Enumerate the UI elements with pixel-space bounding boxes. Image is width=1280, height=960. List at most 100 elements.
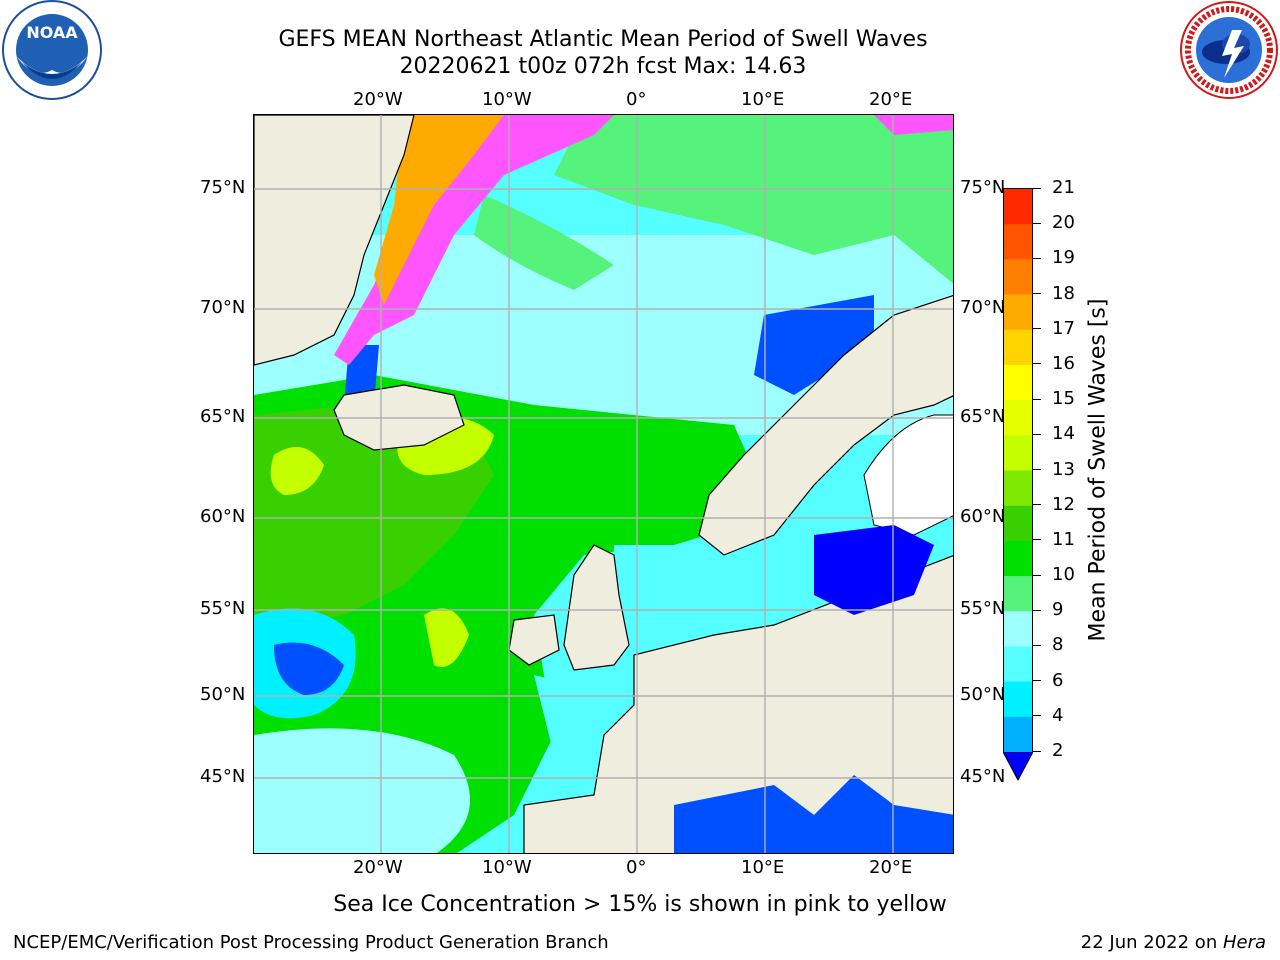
lat-label-left-55n: 55°N <box>200 598 246 619</box>
lon-label-top-10w: 10°W <box>482 89 532 110</box>
colorbar-band <box>1004 400 1032 436</box>
colorbar-tick-label: 4 <box>1052 704 1064 726</box>
swell-zone-southwest <box>254 728 470 853</box>
lon-label-bottom-10e: 10°E <box>741 857 785 878</box>
colorbar-band <box>1004 294 1032 331</box>
lon-label-bottom-20w: 20°W <box>353 857 403 878</box>
colorbar-tick-label: 6 <box>1052 669 1064 691</box>
colorbar-tick-label: 20 <box>1052 212 1075 234</box>
swell-zone-norwegian-sea <box>554 115 953 284</box>
map-canvas <box>254 115 953 853</box>
lon-label-bottom-20e: 20°E <box>869 857 913 878</box>
lat-label-left-50n: 50°N <box>200 684 246 705</box>
colorbar-tick-mark <box>1033 222 1041 224</box>
colorbar-band <box>1004 505 1032 542</box>
sea-ice-orange <box>374 115 504 305</box>
colorbar-tick-label: 11 <box>1052 528 1075 550</box>
land-greenland <box>254 115 415 366</box>
colorbar-under-arrow <box>1003 752 1033 782</box>
lat-label-left-75n: 75°N <box>200 177 246 198</box>
chart-title: GEFS MEAN Northeast Atlantic Mean Period… <box>278 27 928 52</box>
colorbar-tick-mark <box>1033 293 1041 295</box>
colorbar-tick-mark <box>1033 433 1041 435</box>
lat-label-right-50n: 50°N <box>960 684 1006 705</box>
footer-credit: NCEP/EMC/Verification Post Processing Pr… <box>13 932 609 953</box>
colorbar-band <box>1004 189 1032 225</box>
colorbar-band <box>1004 540 1032 577</box>
sea-ice-pink <box>334 115 614 365</box>
lon-label-top-10e: 10°E <box>741 89 785 110</box>
colorbar <box>1003 188 1033 753</box>
footer-date: 22 Jun 2022 on Hera <box>1081 933 1266 953</box>
colorbar-tick-mark <box>1033 328 1041 330</box>
colorbar-tick-mark <box>1033 363 1041 365</box>
chart-subtitle: 20220621 t00z 072h fcst Max: 14.63 <box>399 54 807 79</box>
colorbar-band <box>1004 224 1032 260</box>
colorbar-tick-label: 14 <box>1052 423 1075 445</box>
swell-max-central <box>424 608 469 667</box>
lon-label-top-20e: 20°E <box>869 89 913 110</box>
colorbar-tick-label: 9 <box>1052 599 1064 621</box>
colorbar-tick-label: 15 <box>1052 388 1075 410</box>
footer-date-text: 22 Jun 2022 on <box>1080 932 1223 953</box>
colorbar-band <box>1004 259 1032 296</box>
colorbar-tick-mark <box>1033 750 1041 752</box>
lat-label-left-65n: 65°N <box>200 406 246 427</box>
lon-label-top-20w: 20°W <box>353 89 403 110</box>
noaa-logo-text: NOAA <box>26 23 78 42</box>
colorbar-band <box>1004 681 1032 718</box>
swell-low-west-core <box>274 642 344 695</box>
colorbar-tick-mark <box>1033 257 1041 259</box>
land-scandinavia <box>698 295 953 556</box>
lat-label-right-55n: 55°N <box>960 598 1006 619</box>
colorbar-band <box>1004 470 1032 507</box>
colorbar-tick-label: 18 <box>1052 282 1075 304</box>
lat-label-right-65n: 65°N <box>960 406 1006 427</box>
land-great-britain <box>563 544 630 671</box>
swell-max-west <box>270 447 324 495</box>
colorbar-tick-mark <box>1033 539 1041 541</box>
lat-label-left-70n: 70°N <box>200 297 246 318</box>
colorbar-band <box>1004 716 1032 753</box>
lat-label-right-45n: 45°N <box>960 766 1006 787</box>
colorbar-tick-label: 8 <box>1052 634 1064 656</box>
colorbar-tick-label: 2 <box>1052 740 1064 761</box>
colorbar-tick-mark <box>1033 609 1041 611</box>
sea-baltic <box>814 525 934 615</box>
colorbar-bands <box>1004 189 1032 753</box>
colorbar-band <box>1004 646 1032 683</box>
colorbar-band <box>1004 329 1032 366</box>
colorbar-tick-label: 16 <box>1052 352 1075 374</box>
lon-label-bottom-0: 0° <box>626 857 647 878</box>
colorbar-tick-mark <box>1033 644 1041 646</box>
lon-label-top-0: 0° <box>626 89 647 110</box>
lon-label-bottom-10w: 10°W <box>482 857 532 878</box>
colorbar-tick-label: 17 <box>1052 317 1075 339</box>
colorbar-tick-label: 10 <box>1052 564 1075 586</box>
colorbar-label: Mean Period of Swell Waves [s] <box>1085 298 1111 642</box>
colorbar-band <box>1004 364 1032 401</box>
sea-ice-note: Sea Ice Concentration > 15% is shown in … <box>333 892 947 917</box>
colorbar-tick-label: 21 <box>1052 177 1075 198</box>
colorbar-tick-label: 13 <box>1052 458 1075 480</box>
colorbar-tick-mark <box>1033 715 1041 717</box>
lat-label-left-60n: 60°N <box>200 506 246 527</box>
colorbar-tick-mark <box>1033 469 1041 470</box>
sea-ice-svalbard <box>874 115 953 135</box>
colorbar-band <box>1004 576 1032 612</box>
colorbar-tick-mark <box>1033 398 1041 400</box>
sea-mediterranean <box>674 775 953 853</box>
colorbar-tick-mark <box>1033 187 1041 189</box>
lat-label-right-70n: 70°N <box>960 297 1006 318</box>
colorbar-tick-label: 19 <box>1052 247 1075 269</box>
graticule <box>254 115 953 853</box>
nws-logo <box>1178 0 1280 102</box>
colorbar-tick-label: 12 <box>1052 493 1075 515</box>
colorbar-band <box>1004 611 1032 647</box>
lat-label-left-45n: 45°N <box>200 766 246 787</box>
colorbar-tick-mark <box>1033 574 1041 576</box>
footer-host: Hera <box>1222 932 1266 953</box>
lat-label-right-75n: 75°N <box>960 177 1006 198</box>
land-ireland <box>508 614 560 666</box>
colorbar-tick-mark <box>1033 680 1041 682</box>
